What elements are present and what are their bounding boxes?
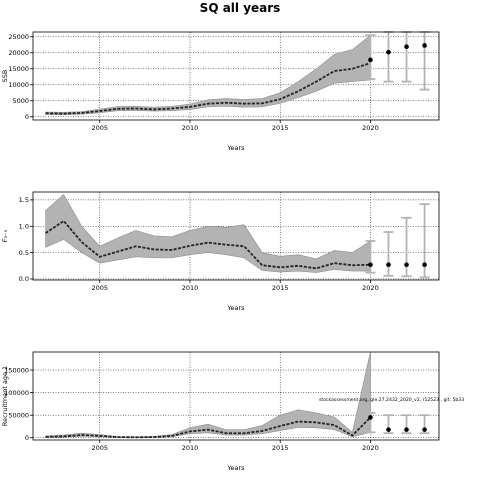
- ssb-estimate-line: [45, 62, 371, 115]
- ssb-y-tick-label: 20000: [8, 49, 29, 57]
- recruitment-y-tick-label: 0: [25, 434, 29, 442]
- fishing-mortality-x-tick-label: 2010: [182, 284, 199, 292]
- ssb-y-tick-label: 5000: [12, 97, 29, 105]
- recruitment-x-tick-label: 2010: [182, 444, 199, 452]
- fishing-mortality-forecast-point: [422, 262, 427, 268]
- ssb-axes-frame: [32, 31, 440, 121]
- watermark-text: stockassessment.org, gle.27.2432_2020_v2…: [319, 397, 464, 403]
- recruitment-forecast-point: [422, 427, 427, 432]
- ssb-y-tick-label: 0: [25, 113, 29, 121]
- fishing-mortality-estimate-line: [45, 219, 371, 270]
- ssb-y-axis-label: SSB: [1, 70, 9, 83]
- recruitment-axes-frame: [32, 351, 440, 441]
- fishing-mortality-x-tick-label: 2020: [362, 284, 379, 292]
- fishing-mortality-forecast-point: [368, 262, 373, 268]
- recruitment-y-axis-label: Recruitment age 1: [1, 366, 9, 426]
- fishing-mortality-y-axis-label: F₃₋₅: [1, 229, 9, 242]
- ssb-x-axis-label: Years: [226, 144, 245, 152]
- recruitment-y-tick-label: 100000: [4, 389, 29, 397]
- fishing-mortality-y-tick-label: 1.0: [19, 222, 29, 230]
- recruitment-forecast-point: [368, 415, 373, 420]
- recruitment-x-axis-label: Years: [226, 464, 245, 472]
- recruitment-y-tick-label: 150000: [4, 366, 29, 374]
- ssb-x-tick-label: 2015: [272, 124, 289, 132]
- fishing-mortality-x-axis-label: Years: [226, 304, 245, 312]
- ssb-x-tick-label: 2005: [91, 124, 108, 132]
- ssb-forecast-point: [368, 57, 373, 63]
- fishing-mortality-axes-frame: [32, 191, 440, 281]
- figure-title: SQ all years: [200, 1, 281, 15]
- ssb-forecast-point: [422, 43, 427, 48]
- recruitment-x-tick-label: 2020: [362, 444, 379, 452]
- fishing-mortality-confidence-band: [45, 194, 371, 273]
- ssb-panel: 2005 2010 2015 2020 0 5000 10000 15000 20000 2500…: [1, 31, 440, 152]
- recruitment-confidence-band: [45, 351, 371, 438]
- recruitment-estimate-line: [45, 416, 372, 439]
- recruitment-y-tick-label: 50000: [8, 411, 29, 419]
- ssb-y-tick-label: 25000: [8, 33, 29, 41]
- recruitment-panel: 2005 2010 2015 2020 0 50000 100000 150000 Years R…: [1, 351, 440, 472]
- fishing-mortality-panel: 2005 2010 2015 2020 0.0 0.5 1.0 1.5 Years F₃₋₅: [1, 191, 440, 312]
- recruitment-forecast-point: [404, 427, 409, 432]
- ssb-y-tick-label: 10000: [8, 81, 29, 89]
- recruitment-x-tick-label: 2015: [272, 444, 289, 452]
- ssb-y-tick-label: 15000: [8, 65, 29, 73]
- fishing-mortality-y-tick-label: 1.5: [19, 196, 29, 204]
- ssb-forecast-point: [404, 44, 409, 50]
- recruitment-forecast-point: [386, 427, 391, 432]
- fishing-mortality-y-tick-label: 0.5: [19, 249, 29, 257]
- ssb-x-tick-label: 2020: [362, 124, 379, 132]
- fishing-mortality-y-tick-label: 0.0: [19, 275, 29, 283]
- fishing-mortality-forecast-point: [404, 262, 409, 268]
- fishing-mortality-forecast-point: [386, 262, 391, 268]
- fishing-mortality-x-tick-label: 2015: [272, 284, 289, 292]
- ssb-x-tick-label: 2010: [182, 124, 199, 132]
- recruitment-x-tick-label: 2005: [91, 444, 108, 452]
- ssb-forecast-point: [386, 49, 391, 55]
- fishing-mortality-x-tick-label: 2005: [91, 284, 108, 292]
